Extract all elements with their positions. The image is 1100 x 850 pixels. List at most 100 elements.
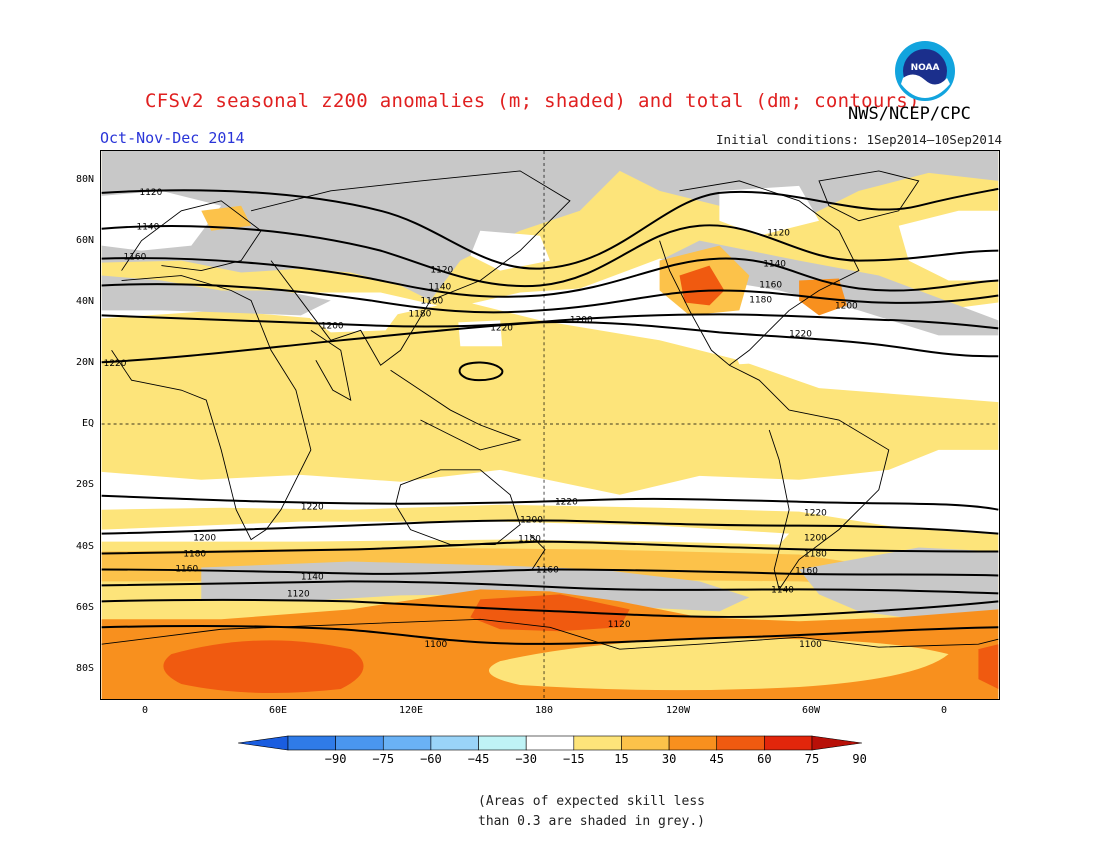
coast-se-asia bbox=[390, 369, 522, 451]
contour-label: 1100 bbox=[424, 640, 447, 650]
colorbar-swatch bbox=[716, 735, 765, 751]
initial-conditions: Initial conditions: 1Sep2014–10Sep2014 bbox=[716, 132, 1002, 147]
colorbar-swatch bbox=[573, 735, 622, 751]
contour-label: 1120 bbox=[287, 589, 310, 599]
contour-1140-south bbox=[101, 580, 999, 595]
contour-label: 1180 bbox=[518, 535, 541, 545]
contour-label: 1160 bbox=[795, 566, 818, 576]
logo-text: NOAA bbox=[911, 63, 940, 73]
anomaly-neutral-north bbox=[101, 190, 222, 251]
contour-label-group: 1120 1140 1160 1120 1140 1160 1180 1200 … bbox=[104, 188, 858, 650]
contour-1200-north bbox=[101, 313, 999, 330]
contour-label: 1180 bbox=[749, 295, 772, 305]
contour-label: 1180 bbox=[183, 550, 206, 560]
colorbar-label: −90 bbox=[324, 752, 347, 766]
coast-antarctica bbox=[101, 618, 999, 650]
coast-south-america bbox=[768, 409, 890, 591]
contour-label: 1100 bbox=[799, 640, 822, 650]
lon-label: 0 bbox=[141, 705, 149, 716]
anomaly-antarctic-yellow bbox=[488, 638, 949, 691]
colorbar-swatch bbox=[382, 735, 432, 751]
lon-label: 60W bbox=[801, 705, 821, 716]
lon-label: 120E bbox=[398, 705, 424, 716]
colorbar-label: −75 bbox=[372, 752, 395, 766]
contour-label: 1220 bbox=[804, 509, 827, 519]
contour-label: 1200 bbox=[835, 301, 858, 311]
anomaly-north-red bbox=[679, 265, 725, 306]
contour-label: 1200 bbox=[570, 315, 593, 325]
contour-label: 1120 bbox=[139, 188, 162, 198]
colorbar-label: 30 bbox=[661, 752, 677, 766]
contour-label: 1160 bbox=[124, 253, 147, 263]
forecast-period: Oct-Nov-Dec 2014 bbox=[100, 129, 245, 147]
org-label: NWS/NCEP/CPC bbox=[848, 104, 971, 124]
colorbar-swatch bbox=[430, 735, 479, 751]
contour-1120-south bbox=[101, 598, 999, 618]
skill-note-line1: (Areas of expected skill less bbox=[478, 794, 705, 809]
lon-label: 180 bbox=[534, 705, 554, 716]
contour-label: 1120 bbox=[767, 229, 790, 239]
coast-europe bbox=[121, 200, 262, 272]
coast-greenland bbox=[818, 170, 920, 222]
lat-label: 40S bbox=[75, 541, 94, 552]
anomaly-south-red bbox=[978, 644, 999, 690]
anomaly-neutral-pocket bbox=[729, 338, 802, 365]
lat-label: 40N bbox=[75, 296, 94, 307]
contour-label: 1180 bbox=[804, 550, 827, 560]
contour-label: 1120 bbox=[430, 266, 453, 276]
coast-india bbox=[310, 329, 352, 401]
contour-1120-north bbox=[101, 187, 999, 270]
colorbar-label: −30 bbox=[515, 752, 538, 766]
colorbar bbox=[238, 735, 862, 751]
coast-central-america bbox=[729, 364, 790, 411]
colorbar-label: −45 bbox=[467, 752, 490, 766]
contour-1200-south bbox=[101, 519, 999, 535]
contour-label: 1200 bbox=[520, 516, 543, 526]
colorbar-swatch bbox=[335, 735, 384, 751]
lat-label: 80S bbox=[75, 663, 94, 674]
height-contours bbox=[101, 187, 999, 645]
colorbar-arrow-low bbox=[238, 735, 289, 751]
colorbar-label: 75 bbox=[804, 752, 820, 766]
anomaly-south-neutral bbox=[101, 521, 790, 545]
coast-asia bbox=[250, 170, 571, 366]
grid bbox=[101, 151, 999, 699]
anomaly-south-red bbox=[163, 640, 364, 694]
anomaly-neutral-north bbox=[898, 210, 999, 281]
anomaly-north-orange bbox=[799, 278, 847, 316]
noaa-logo: NOAA bbox=[895, 41, 955, 101]
contour-label: 1140 bbox=[301, 572, 324, 582]
contour-label: 1140 bbox=[771, 585, 794, 595]
contour-1180-north bbox=[101, 283, 999, 314]
contour-label: 1200 bbox=[321, 321, 344, 331]
colorbar-swatch bbox=[621, 735, 670, 751]
contour-label: 1180 bbox=[409, 309, 432, 319]
lat-label: 60S bbox=[75, 602, 94, 613]
contour-label: 1160 bbox=[759, 281, 782, 291]
lat-label: EQ bbox=[81, 418, 94, 429]
colorbar-swatches bbox=[238, 735, 862, 751]
coast-africa bbox=[111, 275, 312, 541]
skill-grey-south bbox=[799, 547, 999, 620]
colorbar-label: 90 bbox=[852, 752, 867, 766]
contour-label: 1220 bbox=[789, 329, 812, 339]
coastlines bbox=[101, 170, 999, 650]
anomaly-south-red bbox=[470, 594, 630, 632]
lat-label: 80N bbox=[75, 174, 94, 185]
contour-1220-closed bbox=[458, 361, 504, 382]
colorbar-swatch bbox=[525, 735, 575, 751]
contour-label: 1140 bbox=[763, 260, 786, 270]
lon-label: 0 bbox=[940, 705, 948, 716]
contour-1140-north bbox=[101, 224, 999, 288]
colorbar-label: 60 bbox=[757, 752, 772, 766]
colorbar-swatch bbox=[478, 735, 527, 751]
colorbar-label: −60 bbox=[420, 752, 442, 766]
contour-1220-south bbox=[101, 494, 999, 511]
contour-1160-south bbox=[101, 568, 999, 577]
contour-label: 1120 bbox=[608, 620, 631, 630]
coast-australia bbox=[395, 469, 521, 546]
contour-1220-north bbox=[101, 320, 999, 364]
skill-note: (Areas of expected skill less than 0.3 a… bbox=[478, 792, 705, 832]
colorbar-label: 15 bbox=[614, 752, 629, 766]
colorbar-swatch bbox=[764, 735, 813, 751]
